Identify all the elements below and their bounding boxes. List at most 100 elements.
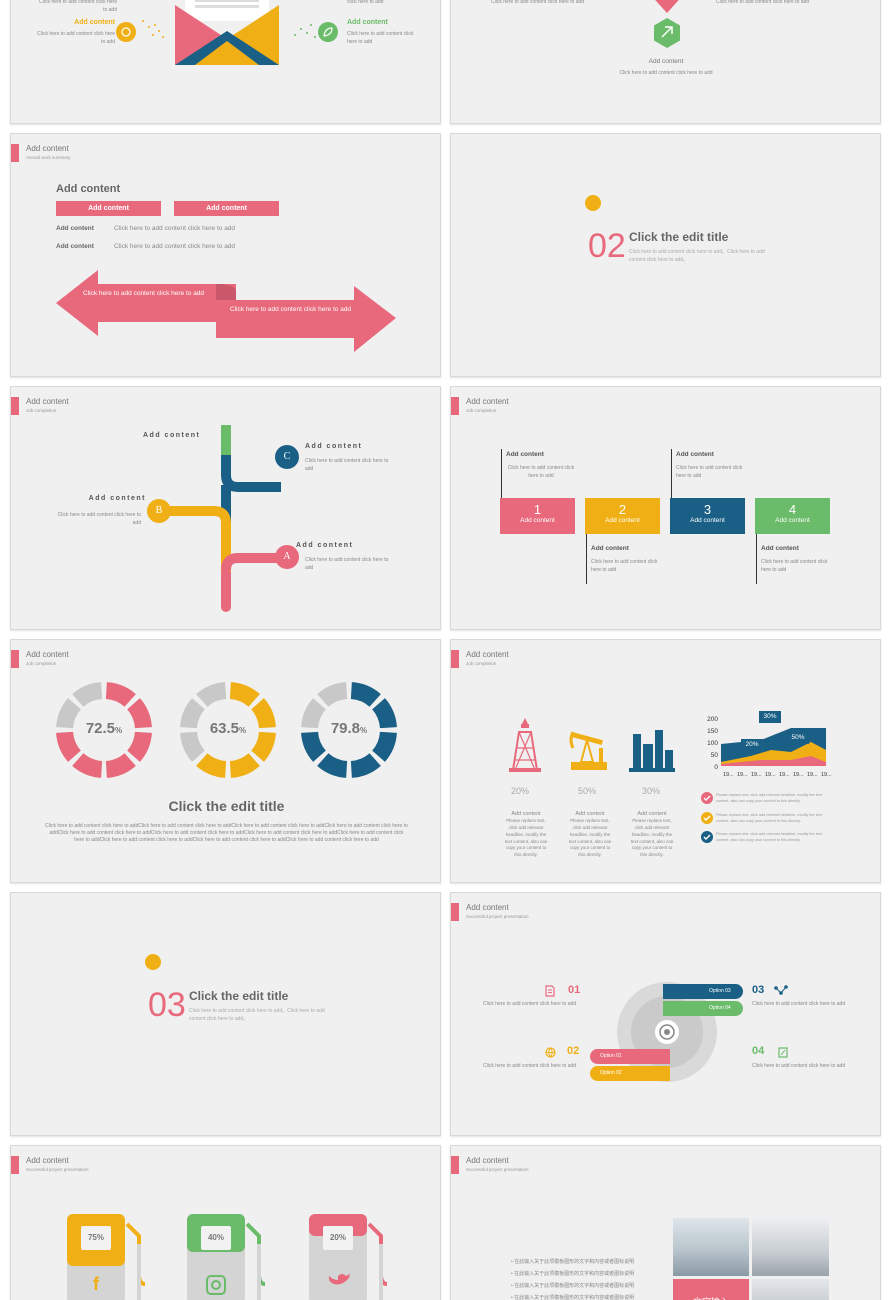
donut-segment — [372, 731, 397, 762]
svg-text:f: f — [93, 1274, 100, 1294]
slide-thumbnail-6[interactable]: Add content Job completion Add content Cl… — [450, 386, 881, 630]
right-body: Click here to add content click here to … — [347, 31, 414, 45]
share-nodes-icon — [774, 985, 788, 995]
note-top-2-body: Click here to add content click here to … — [676, 465, 743, 479]
leaf-icon — [317, 21, 339, 43]
step-number: 2 — [618, 502, 627, 517]
document-icon — [545, 985, 555, 997]
step-number: 1 — [533, 502, 542, 517]
step-box-1[interactable]: 1 Add content — [500, 498, 575, 534]
note-line-2 — [671, 449, 672, 499]
slide-thumbnail-1[interactable]: Click here to add content click here to … — [10, 0, 441, 124]
header-title: Add content — [26, 1156, 69, 1165]
section-number: 03 — [148, 986, 186, 1024]
step-label: Add content — [520, 517, 555, 524]
section-subtitle: Click here to add content click here to … — [629, 249, 765, 263]
top-label: Add content — [143, 432, 201, 439]
content-button-2[interactable]: Add content — [174, 201, 279, 216]
sparkle-dots-left — [139, 17, 169, 41]
note-top-1-body: Click here to add content click here to … — [507, 465, 575, 479]
donut-segment — [317, 682, 348, 707]
slide-thumbnail-2[interactable]: Click here to add content click here to … — [450, 0, 881, 124]
envelope-illustration — [175, 0, 279, 65]
slide-thumbnail-7[interactable]: Add content Job completion 72.5% 63.5% 79… — [10, 639, 441, 883]
refinery-icon — [629, 726, 675, 772]
center-body: Click here to add content click here to … — [619, 70, 713, 76]
item-04-number: 04 — [752, 1045, 765, 1057]
office-photo-3 — [752, 1279, 829, 1300]
globe-icon — [545, 1047, 556, 1058]
header-title: Add content — [466, 650, 509, 659]
option-2-bar: Option 02 — [590, 1066, 670, 1081]
header-subtitle: Successful project presentation — [466, 1167, 529, 1172]
bullet-1-text: Please replace text, click add relevant … — [716, 793, 822, 803]
check-bullet-pink — [701, 792, 713, 804]
svg-text:19...: 19... — [765, 772, 776, 778]
right-title: Add content — [347, 19, 388, 26]
slide-thumbnail-5[interactable]: Add content Job completion Add content C … — [10, 386, 441, 630]
y-tick: 50 — [711, 752, 719, 759]
slide-thumbnail-9[interactable]: 03 Click the edit title Click here to ad… — [10, 892, 441, 1136]
arrow-right-text: Click here to add content click here to … — [230, 306, 352, 313]
svg-text:19...: 19... — [737, 772, 748, 778]
donut-segment — [127, 731, 152, 762]
header-subtitle: Job completion — [466, 661, 497, 666]
step-box-2[interactable]: 2 Add content — [585, 498, 660, 534]
donut-segment — [350, 682, 381, 707]
check-bullet-blue — [701, 831, 713, 843]
branch-diagram — [141, 425, 311, 615]
note-bottom-1-body: Click here to add content click here to … — [591, 559, 658, 573]
pump-3-percent: 20% — [329, 1233, 346, 1242]
section-number: 02 — [588, 227, 626, 265]
row-1-text: Click here to add content click here to … — [114, 225, 236, 232]
yellow-dot — [145, 954, 161, 970]
svg-text:19...: 19... — [751, 772, 762, 778]
slide-thumbnail-11[interactable]: Add content Successful project presentati… — [10, 1145, 441, 1300]
note-top-2-title: Add content — [676, 451, 714, 458]
row-2-text: Click here to add content click here to … — [114, 243, 236, 250]
slide-thumbnail-10[interactable]: Add content Successful project presentati… — [450, 892, 881, 1136]
slide-thumbnail-8[interactable]: Add content Job completion 20% 50% 30% Ad… — [450, 639, 881, 883]
node-a: A — [275, 545, 299, 569]
svg-text:19...: 19... — [821, 772, 832, 778]
left-title: Add content — [74, 19, 115, 26]
donut-segment — [72, 682, 103, 707]
oil-derrick-icon — [509, 718, 541, 772]
area-series-pink — [721, 756, 826, 766]
left-top-text: Click here to add content click here to … — [39, 0, 117, 13]
header-title: Add content — [466, 1156, 509, 1165]
y-tick: 100 — [707, 740, 718, 747]
slide-thumbnail-12[interactable]: Add content Successful project presentati… — [450, 1145, 881, 1300]
donut-chart-2 — [179, 681, 277, 779]
donut-segment — [251, 698, 276, 729]
section-title: Click the edit title — [629, 230, 729, 244]
donut-segment — [372, 698, 397, 729]
y-tick: 0 — [714, 764, 718, 771]
header-title: Add content — [26, 144, 69, 153]
donut-3-value: 79.8% — [330, 720, 368, 737]
slide-thumbnail-4[interactable]: 02 Click the edit title Click here to ad… — [450, 133, 881, 377]
step-box-3[interactable]: 3 Add content — [670, 498, 745, 534]
donut-1-value: 72.5% — [85, 720, 123, 737]
slide-thumbnail-3[interactable]: Add content Annual work summary Add conte… — [10, 133, 441, 377]
percent-3: 30% — [642, 786, 661, 796]
area-chart: 200 150 100 50 0 19... 19... 19... 19... 19... 19.… — [701, 710, 841, 782]
note-line-1 — [501, 449, 502, 499]
donut-segment — [180, 731, 205, 762]
step-box-4[interactable]: 4 Add content — [755, 498, 830, 534]
donut-segment — [56, 698, 81, 729]
bullet-2-text: Please replace text, click add relevant … — [716, 813, 822, 823]
node-b: B — [147, 499, 171, 523]
step-number: 4 — [788, 502, 797, 517]
note-top-1-title: Add content — [506, 451, 544, 458]
header-subtitle: Job completion — [466, 408, 497, 413]
airplane-icon — [653, 18, 681, 48]
donut-segment — [229, 753, 260, 778]
col-3-text: Add content Please replace text, click ad… — [630, 811, 674, 857]
chart-callout-1: 30% — [759, 711, 781, 723]
donut-segment — [301, 731, 326, 762]
content-button-1[interactable]: Add content — [56, 201, 161, 216]
note-bottom-2-body: Click here to add content click here to … — [761, 559, 828, 573]
slide-title: Click the edit title — [168, 798, 285, 814]
svg-text:19...: 19... — [723, 772, 734, 778]
